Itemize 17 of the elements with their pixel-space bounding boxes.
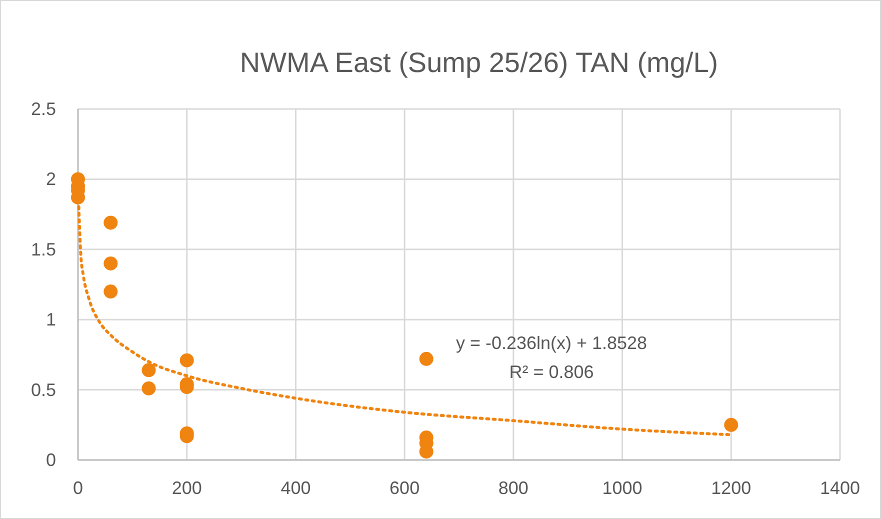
annotation: R² = 0.806 bbox=[509, 362, 594, 382]
x-tick-label: 1400 bbox=[820, 478, 860, 498]
x-tick-label: 1200 bbox=[711, 478, 752, 498]
annotation: y = -0.236ln(x) + 1.8528 bbox=[456, 333, 648, 354]
x-tick-label: 800 bbox=[498, 478, 528, 498]
x-tick-label: 200 bbox=[172, 478, 202, 498]
chart-title: NWMA East (Sump 25/26) TAN (mg/L) bbox=[240, 47, 718, 78]
x-tick-label: 600 bbox=[390, 478, 420, 498]
y-tick-label: 2.5 bbox=[30, 99, 56, 119]
x-tick-label: 1000 bbox=[602, 478, 642, 498]
y-tick-label: 2 bbox=[46, 169, 56, 190]
y-tick-label: 0 bbox=[46, 450, 56, 470]
y-tick-label: 0.5 bbox=[30, 380, 56, 400]
x-tick-label: 0 bbox=[72, 478, 84, 498]
y-tick-label: 1.5 bbox=[30, 239, 56, 260]
x-tick-label: 400 bbox=[280, 478, 311, 498]
y-tick-label: 1 bbox=[46, 310, 56, 330]
